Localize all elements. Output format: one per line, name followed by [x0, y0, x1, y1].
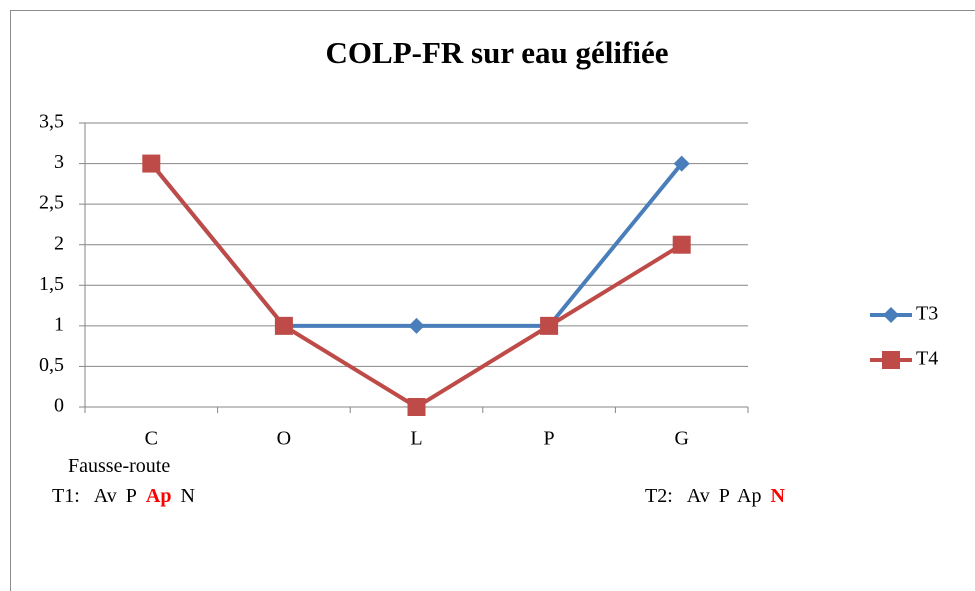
data-point — [407, 398, 426, 416]
data-point — [274, 316, 293, 335]
chart-title: COLP-FR sur eau gélifiée — [326, 35, 669, 70]
data-point — [408, 317, 425, 334]
x-tick-label: P — [544, 428, 555, 450]
annotation-part: T2: — [645, 485, 673, 507]
x-tick-label: C — [145, 428, 158, 450]
annotation-part: Av — [687, 485, 710, 507]
x-tick-label: O — [277, 428, 291, 450]
annotation-part: N — [771, 485, 786, 507]
data-point — [142, 154, 161, 173]
annotation: T1: Av P Ap N — [52, 485, 195, 507]
annotation-part: Fausse-route — [68, 455, 170, 477]
annotation-part: N — [180, 485, 194, 507]
annotation-part: P — [719, 485, 730, 507]
annotation-part: P — [126, 485, 137, 507]
y-tick-label: 0,5 — [39, 354, 64, 376]
y-tick-label: 1 — [54, 313, 64, 335]
x-tick-label: G — [674, 428, 688, 450]
data-point — [540, 316, 559, 335]
y-tick-label: 2,5 — [39, 192, 64, 214]
y-tick-label: 3 — [54, 151, 64, 173]
annotation-part: T1: — [52, 485, 80, 507]
x-tick-label: L — [410, 428, 422, 450]
annotation-part: Ap — [146, 485, 172, 507]
y-tick-label: 2 — [54, 232, 64, 254]
legend-label: T4 — [916, 348, 938, 370]
data-point — [672, 235, 691, 254]
y-tick-label: 3,5 — [39, 111, 64, 133]
data-point — [673, 155, 690, 172]
chart-border — [10, 10, 975, 591]
legend-label: T3 — [916, 303, 938, 325]
annotation: Fausse-route — [68, 455, 170, 477]
legend-marker — [882, 351, 900, 369]
annotation: T2: Av P Ap N — [645, 485, 786, 507]
annotation-part: Av — [94, 485, 117, 507]
legend-marker — [883, 307, 899, 323]
y-tick-label: 1,5 — [39, 273, 64, 295]
annotation-part: Ap — [737, 485, 761, 507]
y-tick-label: 0 — [54, 395, 64, 417]
